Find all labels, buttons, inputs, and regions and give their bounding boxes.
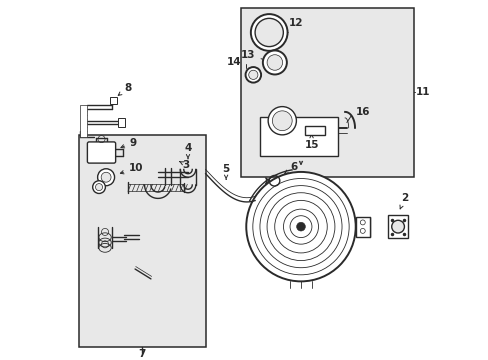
Text: 14: 14: [226, 58, 241, 67]
Bar: [387, 215, 407, 238]
Circle shape: [246, 172, 355, 282]
Circle shape: [98, 169, 114, 186]
Circle shape: [266, 55, 282, 70]
Circle shape: [296, 222, 305, 231]
Bar: [260, 117, 337, 156]
Text: 16: 16: [355, 107, 369, 117]
Text: 6: 6: [284, 162, 297, 174]
Circle shape: [101, 172, 111, 182]
Text: 1: 1: [297, 146, 304, 165]
Circle shape: [267, 107, 296, 135]
Bar: [355, 217, 369, 237]
Text: 8: 8: [118, 83, 131, 95]
Text: 3: 3: [180, 160, 189, 170]
Bar: [241, 8, 413, 177]
Bar: [80, 105, 87, 137]
Text: 10: 10: [120, 163, 143, 174]
Text: 15: 15: [304, 134, 318, 150]
Text: 2: 2: [399, 193, 407, 209]
Circle shape: [391, 220, 404, 233]
Text: 5: 5: [222, 164, 229, 179]
Bar: [118, 118, 124, 127]
Text: 7: 7: [138, 350, 145, 359]
Circle shape: [255, 18, 283, 46]
Circle shape: [95, 184, 102, 191]
Bar: [110, 97, 117, 104]
Circle shape: [245, 67, 261, 82]
Circle shape: [250, 14, 287, 51]
Circle shape: [272, 111, 291, 131]
Text: 9: 9: [121, 138, 137, 148]
Circle shape: [263, 50, 286, 75]
Text: 11: 11: [415, 87, 429, 98]
Circle shape: [248, 70, 257, 80]
Text: 13: 13: [241, 50, 269, 62]
Circle shape: [93, 181, 105, 193]
Text: 12: 12: [274, 18, 303, 31]
Bar: [304, 126, 325, 135]
FancyBboxPatch shape: [87, 142, 115, 163]
Text: 4: 4: [184, 143, 191, 159]
Bar: [79, 135, 205, 347]
